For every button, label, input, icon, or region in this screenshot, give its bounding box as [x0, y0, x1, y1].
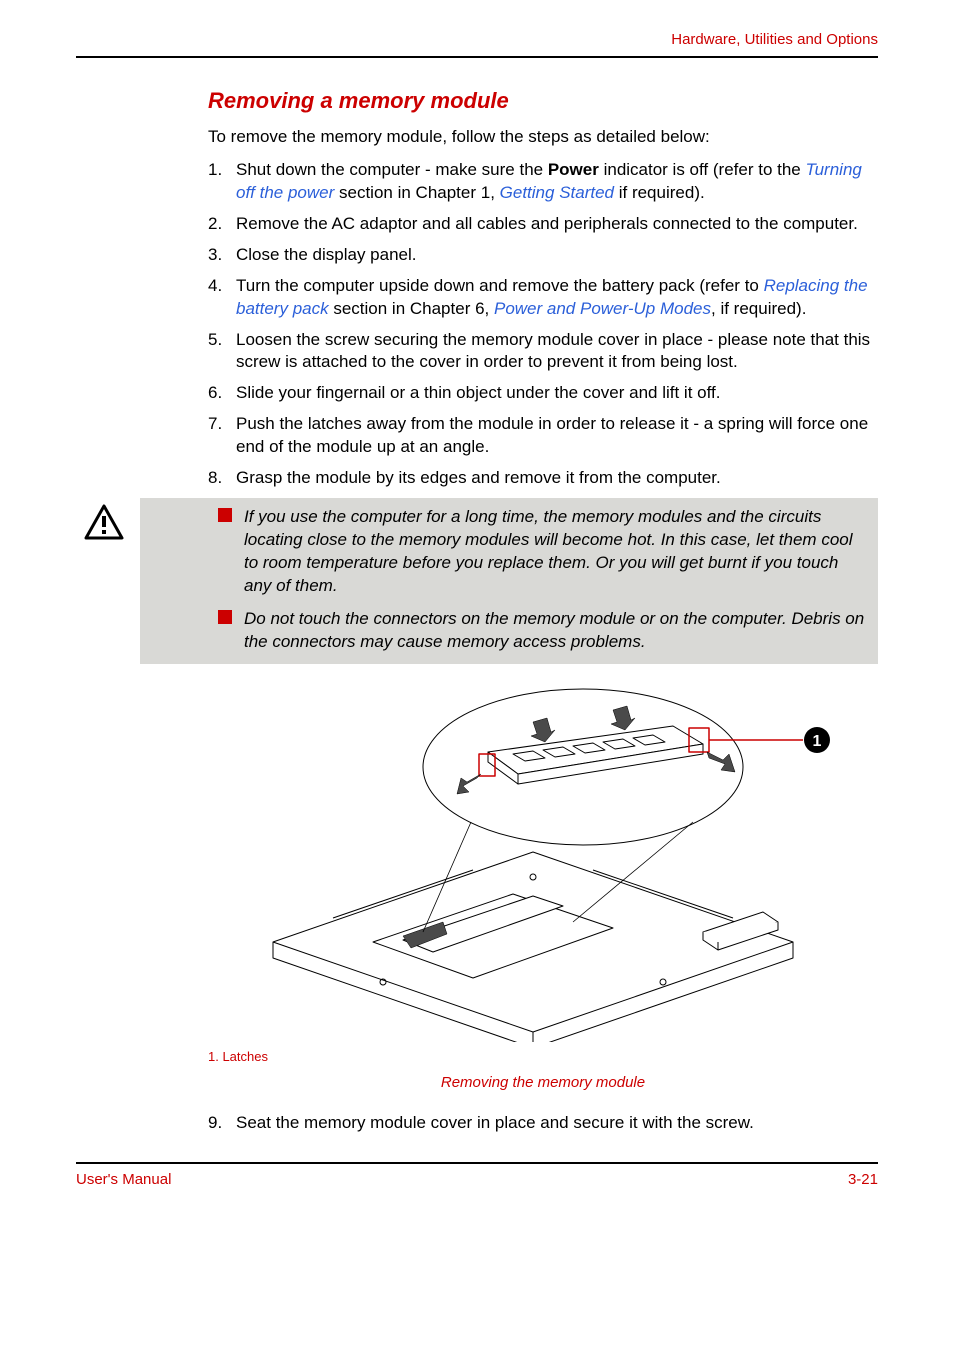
step-text: Push the latches away from the module in…	[236, 413, 878, 459]
step-9: 9. Seat the memory module cover in place…	[208, 1112, 878, 1135]
warning-text: If you use the computer for a long time,…	[244, 506, 868, 598]
bullet-icon	[218, 608, 244, 654]
link-getting-started[interactable]: Getting Started	[500, 183, 614, 202]
step-number: 9.	[208, 1112, 236, 1135]
warning-text: Do not touch the connectors on the memor…	[244, 608, 868, 654]
step-1: 1. Shut down the computer - make sure th…	[208, 159, 878, 205]
step-6: 6. Slide your fingernail or a thin objec…	[208, 382, 878, 405]
figure-caption: Removing the memory module	[208, 1073, 878, 1093]
steps-list: 1. Shut down the computer - make sure th…	[208, 159, 878, 490]
steps-list-continued: 9. Seat the memory module cover in place…	[208, 1112, 878, 1135]
section-title: Removing a memory module	[208, 86, 878, 116]
footer-left: User's Manual	[76, 1170, 171, 1190]
step-7: 7. Push the latches away from the module…	[208, 413, 878, 459]
step-number: 3.	[208, 244, 236, 267]
step-number: 1.	[208, 159, 236, 205]
svg-text:1: 1	[813, 733, 822, 750]
step-number: 4.	[208, 275, 236, 321]
page-footer: User's Manual 3-21	[76, 1164, 878, 1190]
footer-right: 3-21	[848, 1170, 878, 1190]
step-text: Remove the AC adaptor and all cables and…	[236, 213, 878, 236]
step-number: 2.	[208, 213, 236, 236]
warning-item-2: Do not touch the connectors on the memor…	[218, 608, 868, 654]
header-rule	[76, 56, 878, 58]
section-intro: To remove the memory module, follow the …	[208, 126, 878, 149]
step-number: 5.	[208, 329, 236, 375]
warning-icon	[84, 504, 124, 547]
step-text: Turn the computer upside down and remove…	[236, 275, 878, 321]
step-number: 8.	[208, 467, 236, 490]
figure-legend: 1. Latches	[208, 1048, 878, 1066]
step-text: Loosen the screw securing the memory mod…	[236, 329, 878, 375]
step-5: 5. Loosen the screw securing the memory …	[208, 329, 878, 375]
bullet-icon	[218, 506, 244, 598]
step-number: 6.	[208, 382, 236, 405]
step-text: Seat the memory module cover in place an…	[236, 1112, 878, 1135]
warning-item-1: If you use the computer for a long time,…	[218, 506, 868, 598]
figure: 1	[208, 682, 878, 1042]
step-3: 3. Close the display panel.	[208, 244, 878, 267]
figure-illustration: 1	[233, 682, 853, 1042]
step-text: Grasp the module by its edges and remove…	[236, 467, 878, 490]
step-2: 2. Remove the AC adaptor and all cables …	[208, 213, 878, 236]
header-chapter: Hardware, Utilities and Options	[76, 30, 878, 56]
step-text: Slide your fingernail or a thin object u…	[236, 382, 878, 405]
step-4: 4. Turn the computer upside down and rem…	[208, 275, 878, 321]
step-number: 7.	[208, 413, 236, 459]
step-8: 8. Grasp the module by its edges and rem…	[208, 467, 878, 490]
link-power-modes[interactable]: Power and Power-Up Modes	[494, 299, 711, 318]
warning-block: If you use the computer for a long time,…	[140, 498, 878, 664]
step-text: Shut down the computer - make sure the P…	[236, 159, 878, 205]
step-text: Close the display panel.	[236, 244, 878, 267]
